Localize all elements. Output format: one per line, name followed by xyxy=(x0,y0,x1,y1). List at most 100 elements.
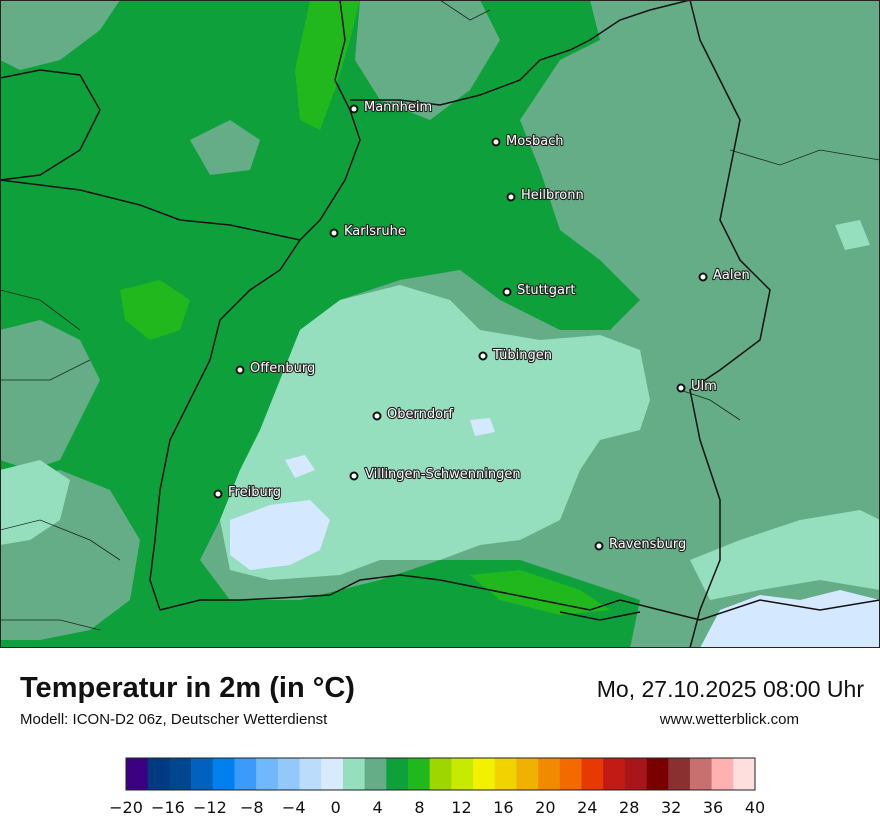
legend-tick-label: 12 xyxy=(451,798,471,817)
city-freiburg: Freiburg xyxy=(213,484,282,501)
city-label: Ulm xyxy=(691,379,717,394)
weather-map: Mannheim Mosbach Heilbronn Karlsruhe Aal… xyxy=(0,0,880,648)
map-region-mid-green-nw xyxy=(0,0,120,70)
map-region-mint-se xyxy=(690,510,880,600)
legend-swatch xyxy=(646,758,669,790)
legend-ticks: −20 −16 −12 −8 −4 0 4 8 12 16 20 24 28 32 36 40 xyxy=(109,798,765,817)
legend-swatch xyxy=(126,758,148,790)
legend-tick-label: 24 xyxy=(577,798,597,817)
legend-swatch xyxy=(429,758,452,790)
city-dot xyxy=(478,351,488,361)
city-label: Villingen-Schwenningen xyxy=(365,467,521,482)
legend-swatch xyxy=(624,758,647,790)
border-north-hesse xyxy=(299,0,361,241)
legend-swatch xyxy=(581,758,604,790)
legend-tick-label: 28 xyxy=(619,798,639,817)
legend-swatch xyxy=(147,758,170,790)
city-dot xyxy=(213,489,223,499)
city-label: Karlsruhe xyxy=(344,224,406,239)
legend-swatch xyxy=(299,758,322,790)
legend-tick-label: 8 xyxy=(414,798,424,817)
legend-swatch xyxy=(559,758,582,790)
map-region-bright-green-rhine xyxy=(120,280,190,340)
legend-swatch xyxy=(407,758,430,790)
legend-swatch xyxy=(169,758,192,790)
city-dot xyxy=(235,365,245,375)
city-dot xyxy=(349,104,359,114)
city-dot xyxy=(594,541,604,551)
city-ravensburg: Ravensburg xyxy=(594,536,687,553)
map-region-bright-green-south xyxy=(470,570,610,615)
legend-tick-label: −8 xyxy=(240,798,264,817)
city-tuebingen: Tübingen xyxy=(478,347,553,364)
city-dot xyxy=(698,272,708,282)
forecast-datetime: Mo, 27.10.2025 08:00 Uhr xyxy=(596,676,864,702)
city-dot xyxy=(502,287,512,297)
map-region-mint-sw xyxy=(0,460,70,545)
border-lake-constance xyxy=(559,611,641,621)
city-ulm: Ulm xyxy=(676,378,718,395)
border-bw-hesse xyxy=(350,0,691,106)
map-district-lines xyxy=(0,0,880,631)
map-region-dark-green xyxy=(0,0,640,648)
color-legend: −20 −16 −12 −8 −4 0 4 8 12 16 20 24 28 32 36 40 xyxy=(0,750,880,830)
legend-swatch xyxy=(234,758,257,790)
border-france-germany xyxy=(0,179,302,611)
legend-swatches xyxy=(126,758,756,790)
border-north xyxy=(0,69,101,181)
map-region-mid-green-west xyxy=(0,320,100,470)
city-aalen: Aalen xyxy=(698,267,751,284)
city-heilbronn: Heilbronn xyxy=(506,187,585,204)
legend-swatch xyxy=(277,758,300,790)
legend-swatch xyxy=(516,758,539,790)
legend-tick-label: −16 xyxy=(151,798,185,817)
legend-tick-label: −20 xyxy=(109,798,143,817)
city-karlsruhe: Karlsruhe xyxy=(329,223,407,240)
map-borders xyxy=(0,0,880,648)
city-stuttgart: Stuttgart xyxy=(502,282,577,299)
map-region-mid-green-north-center xyxy=(190,120,260,175)
map-region-mint xyxy=(220,285,650,580)
legend-tick-label: 40 xyxy=(745,798,765,817)
legend-swatch xyxy=(473,758,496,790)
city-label: Ravensburg xyxy=(609,537,686,552)
city-villingen-schwenningen: Villingen-Schwenningen xyxy=(349,466,522,483)
legend-swatch xyxy=(364,758,387,790)
model-subtitle: Modell: ICON-D2 06z, Deutscher Wetterdie… xyxy=(20,711,328,728)
city-dot xyxy=(329,228,339,238)
border-switzerland xyxy=(159,574,880,621)
legend-swatch xyxy=(494,758,517,790)
map-region-mid-green-n xyxy=(355,0,500,120)
city-dot xyxy=(491,137,501,147)
legend-tick-label: 0 xyxy=(331,798,341,817)
legend-tick-label: −4 xyxy=(282,798,306,817)
city-mosbach: Mosbach xyxy=(491,133,565,150)
city-dot xyxy=(372,411,382,421)
legend-tick-label: 32 xyxy=(661,798,681,817)
legend-tick-label: −12 xyxy=(193,798,227,817)
legend-tick-label: 4 xyxy=(373,798,383,817)
city-dot xyxy=(349,471,359,481)
city-mannheim: Mannheim xyxy=(349,99,433,116)
legend-tick-label: 20 xyxy=(535,798,555,817)
legend-swatch xyxy=(191,758,214,790)
legend-swatch xyxy=(321,758,344,790)
legend-svg: −20 −16 −12 −8 −4 0 4 8 12 16 20 24 28 32 36 40 xyxy=(109,757,765,817)
border-bavaria xyxy=(689,0,771,648)
legend-swatch xyxy=(342,758,365,790)
legend-tick-label: 16 xyxy=(493,798,513,817)
legend-swatch xyxy=(733,758,756,790)
legend-swatch xyxy=(711,758,734,790)
city-dot xyxy=(676,383,686,393)
city-dot xyxy=(506,192,516,202)
city-label: Aalen xyxy=(713,268,750,283)
map-region-lightblue-feldberg xyxy=(230,500,330,570)
city-label: Offenburg xyxy=(250,361,315,376)
legend-swatch xyxy=(451,758,474,790)
legend-swatch xyxy=(256,758,279,790)
legend-swatch xyxy=(689,758,712,790)
city-label: Heilbronn xyxy=(521,188,584,203)
legend-swatch xyxy=(603,758,626,790)
website-link[interactable]: www.wetterblick.com xyxy=(659,711,799,728)
map-title: Temperatur in 2m (in °C) xyxy=(20,672,355,704)
